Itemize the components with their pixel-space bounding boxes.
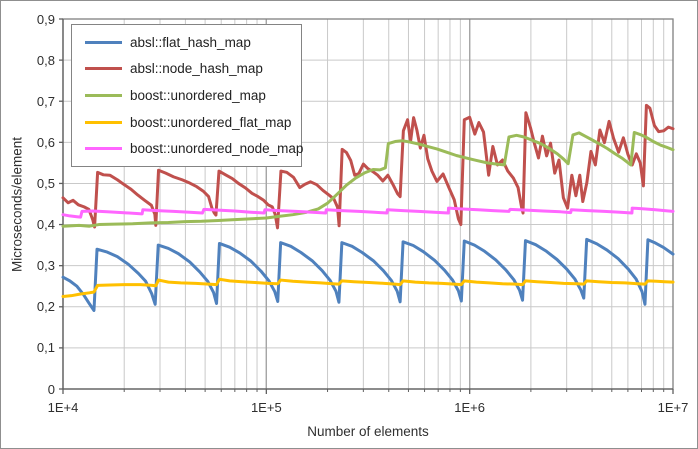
legend-label: boost::unordered_map bbox=[130, 87, 266, 103]
y-tick-label: 0,7 bbox=[36, 93, 55, 109]
legend-label: absl::flat_hash_map bbox=[130, 34, 251, 50]
series-boost-unordered-flat-map bbox=[61, 277, 675, 298]
series-boost-unordered-map bbox=[61, 130, 675, 228]
legend-label: boost::unordered_node_map bbox=[130, 141, 304, 157]
y-tick-label: 0,2 bbox=[36, 299, 55, 315]
legend-item: absl::flat_hash_map bbox=[85, 35, 301, 50]
legend-item: absl::node_hash_map bbox=[85, 61, 301, 76]
legend-item: boost::unordered_node_map bbox=[85, 141, 304, 157]
x-tick-label: 1E+5 bbox=[250, 400, 282, 415]
legend-label: absl::node_hash_map bbox=[130, 61, 263, 77]
legend-label: boost::unordered_flat_map bbox=[130, 114, 292, 130]
y-axis-title: Microseconds/element bbox=[9, 136, 25, 273]
y-tick-label: 0,3 bbox=[36, 258, 55, 274]
legend-line-swatch bbox=[85, 93, 122, 97]
y-tick-label: 0,8 bbox=[36, 52, 55, 68]
x-tick-label: 1E+7 bbox=[657, 400, 689, 415]
y-tick-label: 0,9 bbox=[36, 11, 55, 27]
legend-line-swatch bbox=[85, 120, 122, 124]
legend-line-swatch bbox=[85, 40, 122, 44]
legend-item: boost::unordered_map bbox=[85, 88, 301, 103]
legend-line-swatch bbox=[85, 67, 122, 71]
legend-line-swatch bbox=[85, 147, 122, 151]
x-tick-label: 1E+4 bbox=[47, 400, 79, 415]
series-absl-flat-hash-map bbox=[61, 237, 675, 312]
series-absl-node-hash-map bbox=[61, 103, 675, 230]
y-tick-label: 0,1 bbox=[36, 340, 55, 356]
series-boost-unordered-node-map bbox=[61, 206, 675, 219]
y-tick-label: 0,4 bbox=[36, 217, 55, 233]
y-tick-label: 0 bbox=[47, 381, 55, 397]
axes bbox=[59, 18, 674, 394]
x-tick-label: 1E+6 bbox=[454, 400, 486, 415]
y-tick-label: 0,5 bbox=[36, 175, 55, 191]
x-axis-title: Number of elements bbox=[307, 424, 429, 439]
legend-item: boost::unordered_flat_map bbox=[85, 115, 301, 130]
y-tick-label: 0,6 bbox=[36, 134, 55, 150]
